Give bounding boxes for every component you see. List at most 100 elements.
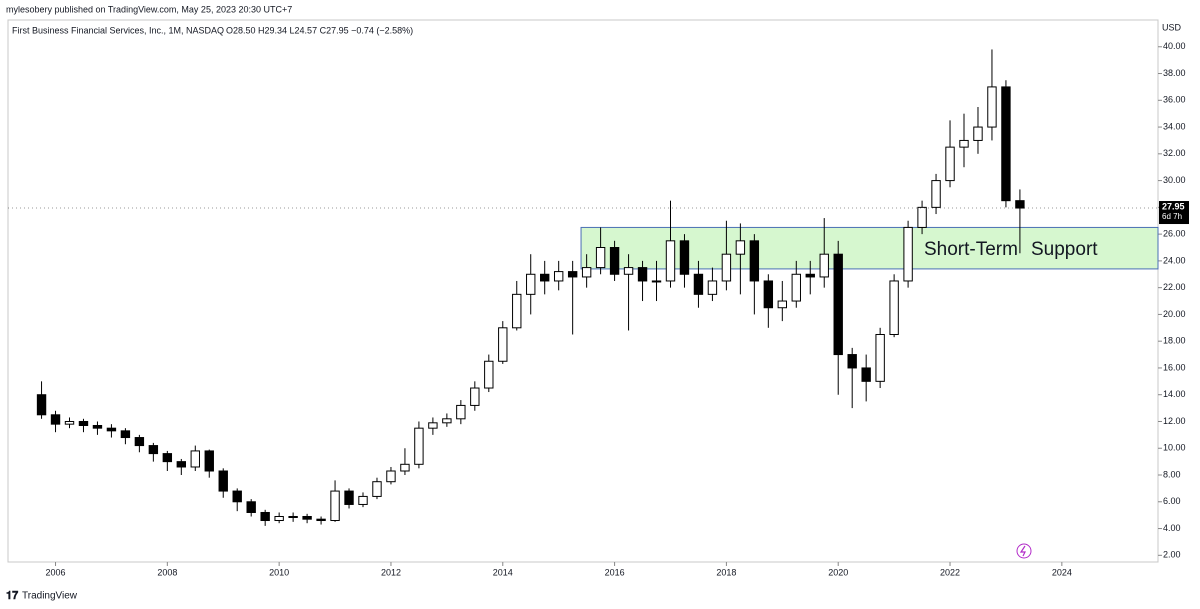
candle-body <box>442 418 452 424</box>
chart-title: First Business Financial Services, Inc.,… <box>12 25 224 35</box>
candle-body <box>246 501 256 513</box>
candle-body <box>148 445 159 455</box>
candle-body <box>595 247 606 269</box>
y-tick-label: 30.00 <box>1163 175 1186 185</box>
candle-body <box>232 490 242 503</box>
candle-body <box>581 267 592 278</box>
y-tick-label: 40.00 <box>1163 41 1186 51</box>
candle-body <box>512 293 522 329</box>
publisher: mylesobery published on TradingView.com,… <box>6 4 292 14</box>
candle-body <box>721 253 732 282</box>
candle-body <box>1015 200 1025 209</box>
candle-body <box>316 518 326 522</box>
candle-body <box>875 333 885 382</box>
candle-body <box>106 427 117 432</box>
candle-body <box>50 414 61 425</box>
y-tick-label: 20.00 <box>1163 309 1186 319</box>
annotation: Support <box>1031 239 1098 260</box>
candle-body <box>274 515 284 522</box>
candle-body <box>609 247 620 275</box>
candle-body <box>372 481 382 497</box>
y-tick-label: 14.00 <box>1163 389 1186 399</box>
candle-body <box>623 267 634 275</box>
last-price: 27.95 <box>1162 201 1185 211</box>
candle-body <box>945 146 955 182</box>
x-tick-label: 2008 <box>157 567 177 577</box>
candle-body <box>889 280 899 335</box>
plot-frame <box>7 19 1159 563</box>
countdown: 6d 7h <box>1162 212 1182 221</box>
candle-body <box>903 226 913 282</box>
candle-body <box>679 240 690 275</box>
x-tick-label: 2024 <box>1052 567 1072 577</box>
candle-body <box>749 240 760 282</box>
y-tick-label: 8.00 <box>1163 469 1181 479</box>
candle-body <box>651 280 662 283</box>
candle-body <box>288 515 298 518</box>
candle-body <box>470 387 480 406</box>
y-tick-label: 6.00 <box>1163 496 1181 506</box>
candle-body <box>777 300 788 309</box>
candle-body <box>358 495 368 505</box>
y-tick-label: 32.00 <box>1163 148 1186 158</box>
x-tick-label: 2020 <box>828 567 848 577</box>
candle-body <box>917 206 927 228</box>
candle-body <box>176 461 187 468</box>
candle-body <box>1001 86 1011 202</box>
candle-body <box>218 470 228 492</box>
y-tick-label: 10.00 <box>1163 443 1186 453</box>
candle-body <box>833 253 843 356</box>
candle-body <box>567 271 578 278</box>
x-tick-label: 2010 <box>269 567 289 577</box>
candle-body <box>791 273 801 302</box>
y-tick-label: 36.00 <box>1163 95 1186 105</box>
candle-body <box>693 273 704 295</box>
candle-body <box>526 273 536 295</box>
candle-body <box>763 280 774 309</box>
candle-body <box>400 463 410 472</box>
candle-body <box>805 273 815 278</box>
candle-body <box>456 404 466 420</box>
candle-body <box>973 126 983 141</box>
y-axis-label: USD <box>1162 22 1182 32</box>
y-tick-label: 16.00 <box>1163 362 1186 372</box>
candle-body <box>92 424 103 429</box>
x-tick-label: 2006 <box>46 567 66 577</box>
candle-body <box>428 422 438 429</box>
annotation: Short-Term <box>924 239 1018 260</box>
y-tick-label: 12.00 <box>1163 416 1186 426</box>
candle-body <box>819 253 829 278</box>
ohlc-header: O28.50 H29.34 L24.57 C27.95 −0.74 (−2.58… <box>226 25 413 35</box>
candle-body <box>987 86 997 128</box>
y-tick-label: 38.00 <box>1163 68 1186 78</box>
y-tick-label: 34.00 <box>1163 121 1186 131</box>
candle-body <box>414 427 424 465</box>
candle-body <box>498 327 508 362</box>
candle-body <box>931 180 941 208</box>
candle-body <box>64 420 75 425</box>
event-bolt <box>1019 545 1026 557</box>
y-tick-label: 2.00 <box>1163 550 1181 560</box>
candle-body <box>302 515 312 520</box>
x-tick-label: 2018 <box>716 567 736 577</box>
y-tick-label: 18.00 <box>1163 336 1186 346</box>
event-icon[interactable] <box>1016 543 1032 559</box>
x-tick-label: 2022 <box>940 567 960 577</box>
candle-body <box>344 490 354 505</box>
candle-body <box>386 470 396 483</box>
candle-body <box>78 420 89 426</box>
last-price-box <box>1159 201 1189 225</box>
candle-body <box>665 240 676 282</box>
candle-body <box>553 271 564 282</box>
footer: TradingView <box>22 591 78 602</box>
x-tick-label: 2012 <box>381 567 401 577</box>
candle-body <box>484 360 494 389</box>
candle-body <box>959 139 969 148</box>
candle-body <box>260 511 270 522</box>
x-tick-label: 2016 <box>605 567 625 577</box>
footer-logo: 𝟏𝟕 <box>6 590 19 602</box>
candle-body <box>861 367 871 382</box>
candle-body <box>735 240 746 255</box>
candle-body <box>847 354 857 369</box>
